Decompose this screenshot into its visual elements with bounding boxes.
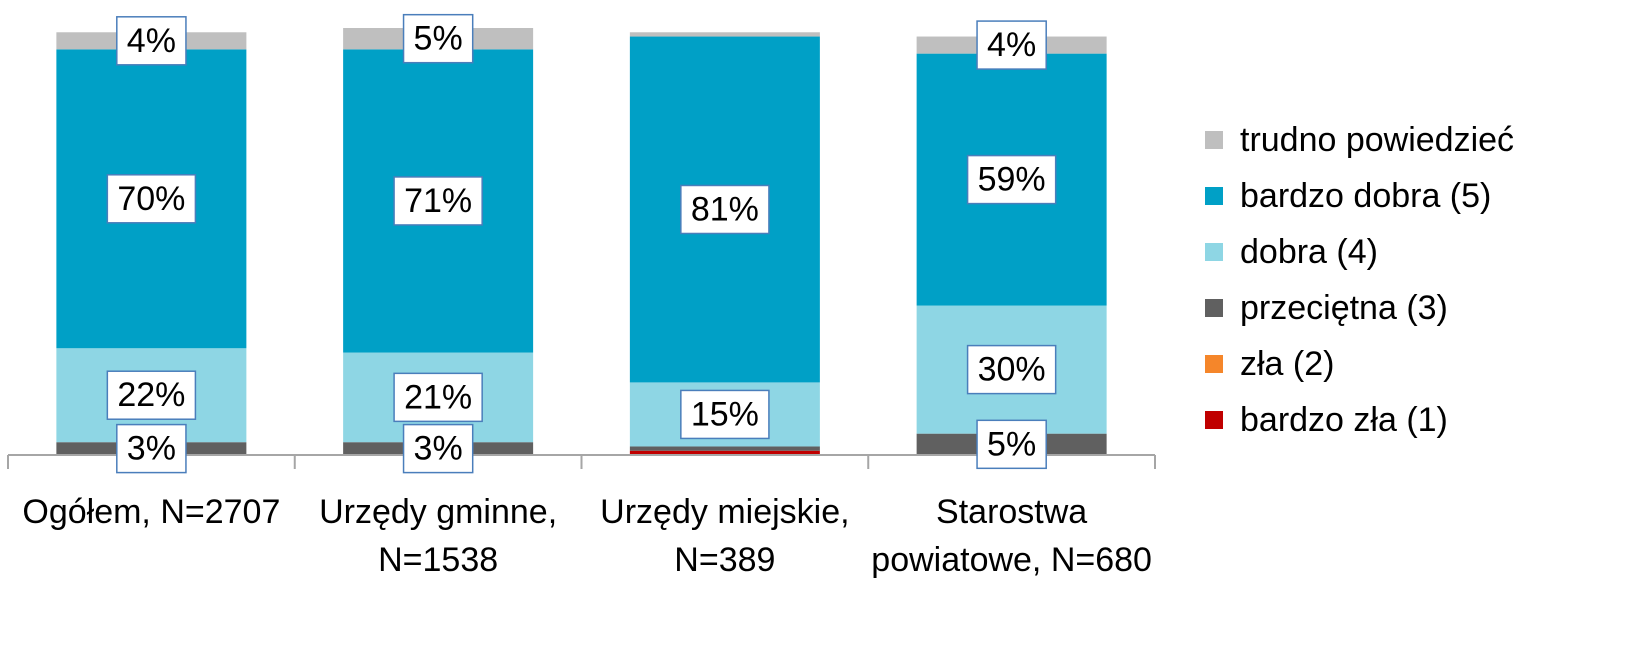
legend-label: trudno powiedzieć [1240, 121, 1514, 159]
bar-segment [629, 446, 820, 451]
data-label: 4% [976, 20, 1047, 70]
data-label-text: 3% [414, 430, 463, 468]
data-label-box [402, 423, 474, 474]
legend-swatch [1205, 131, 1223, 149]
data-label: 22% [106, 370, 197, 420]
data-label-box [393, 176, 483, 226]
data-label-text: 59% [978, 161, 1046, 199]
data-label-text: 70% [117, 180, 185, 218]
data-label-box [966, 344, 1057, 395]
data-label: 30% [966, 344, 1057, 395]
data-label-text: 5% [987, 425, 1036, 463]
data-label-box [116, 16, 187, 66]
data-label-text: 4% [987, 26, 1036, 64]
legend-label: dobra (4) [1240, 233, 1378, 271]
data-label-text: 21% [404, 378, 472, 416]
data-label: 5% [402, 13, 474, 64]
legend-swatch [1205, 355, 1223, 373]
data-label-text: 81% [691, 190, 759, 228]
data-label-box [402, 13, 474, 64]
data-label-box [106, 174, 197, 224]
data-label: 3% [402, 423, 474, 474]
data-label-text: 15% [691, 395, 759, 433]
data-label: 71% [393, 176, 483, 226]
data-label-text: 71% [404, 182, 472, 220]
data-label-text: 3% [127, 430, 176, 468]
data-label-box [116, 423, 187, 474]
legend-label: zła (2) [1240, 345, 1334, 383]
data-label-box [106, 370, 197, 420]
bar-segment [629, 450, 820, 455]
x-tick-label: Starostwa powiatowe, N=680 [871, 493, 1152, 579]
legend-label: przeciętna (3) [1240, 289, 1448, 327]
x-tick-label: Urzędy miejskie, N=389 [600, 493, 850, 579]
legend-label: bardzo dobra (5) [1240, 177, 1491, 215]
data-label-text: 4% [127, 22, 176, 60]
data-label-text: 22% [117, 376, 185, 414]
data-label: 15% [680, 389, 770, 440]
data-label-box [680, 389, 770, 440]
data-label-box [976, 20, 1047, 70]
legend-swatch [1205, 243, 1223, 261]
data-label: 5% [976, 419, 1047, 470]
x-tick-label: Urzędy gminne, N=1538 [319, 493, 558, 579]
data-label: 3% [116, 423, 187, 474]
data-label-text: 30% [978, 351, 1046, 389]
bar-segment [629, 32, 820, 37]
legend-swatch [1205, 411, 1223, 429]
data-label-text: 5% [414, 20, 463, 58]
legend-swatch [1205, 187, 1223, 205]
data-label: 4% [116, 16, 187, 66]
x-tick-label: Ogółem, N=2707 [22, 493, 281, 531]
data-label: 70% [106, 174, 197, 224]
data-label-box [966, 154, 1057, 205]
legend-label: bardzo zła (1) [1240, 401, 1448, 439]
legend-swatch [1205, 299, 1223, 317]
data-label-box [976, 419, 1047, 470]
data-label: 21% [393, 372, 483, 423]
data-label: 81% [680, 184, 770, 235]
data-label-box [680, 184, 770, 235]
data-label-box [393, 372, 483, 423]
data-label: 59% [966, 154, 1057, 205]
